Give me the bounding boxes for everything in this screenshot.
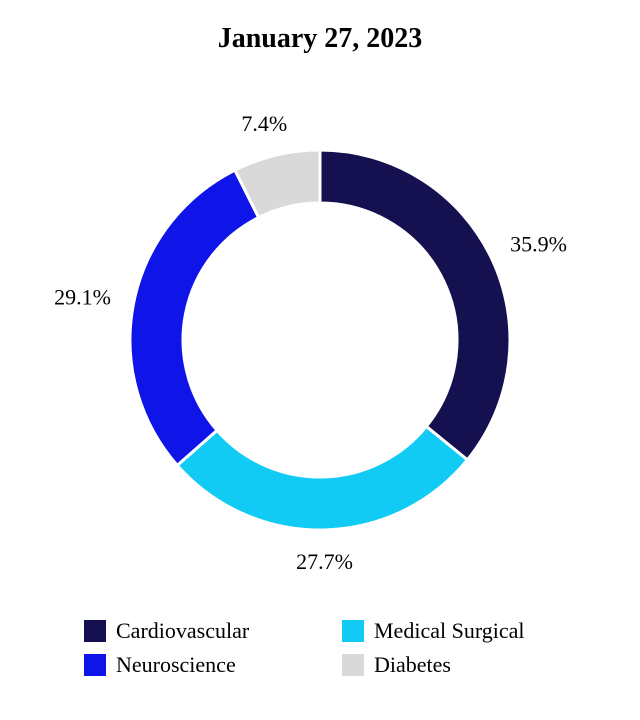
legend-label-diabetes: Diabetes xyxy=(374,652,451,677)
legend-swatch-cardiovascular xyxy=(84,620,106,642)
slice-medical-surgical xyxy=(175,424,469,532)
legend-item-neuroscience: Neuroscience xyxy=(84,652,342,678)
legend-swatch-diabetes xyxy=(342,654,364,676)
legend-swatch-neuroscience xyxy=(84,654,106,676)
slice-diabetes xyxy=(233,148,322,220)
legend-swatch-medical-surgical xyxy=(342,620,364,642)
legend-item-medical-surgical: Medical Surgical xyxy=(342,618,582,644)
slice-neuroscience xyxy=(128,168,261,467)
legend-item-diabetes: Diabetes xyxy=(342,652,582,678)
slice-label-diabetes: 7.4% xyxy=(241,111,287,136)
legend-label-neuroscience: Neuroscience xyxy=(116,652,236,677)
legend-label-medical-surgical: Medical Surgical xyxy=(374,618,525,643)
donut-slices xyxy=(128,148,512,532)
slice-label-cardiovascular: 35.9% xyxy=(510,232,567,257)
donut-labels: 35.9% 27.7% 29.1% 7.4% xyxy=(54,111,567,574)
slice-label-neuroscience: 29.1% xyxy=(54,284,111,309)
slice-label-medical-surgical: 27.7% xyxy=(296,549,353,574)
chart-title: January 27, 2023 xyxy=(217,23,423,54)
slice-cardiovascular xyxy=(318,148,512,462)
legend: Cardiovascular Medical Surgical Neurosci… xyxy=(84,618,584,678)
legend-label-cardiovascular: Cardiovascular xyxy=(116,618,250,643)
legend-item-cardiovascular: Cardiovascular xyxy=(84,618,342,644)
